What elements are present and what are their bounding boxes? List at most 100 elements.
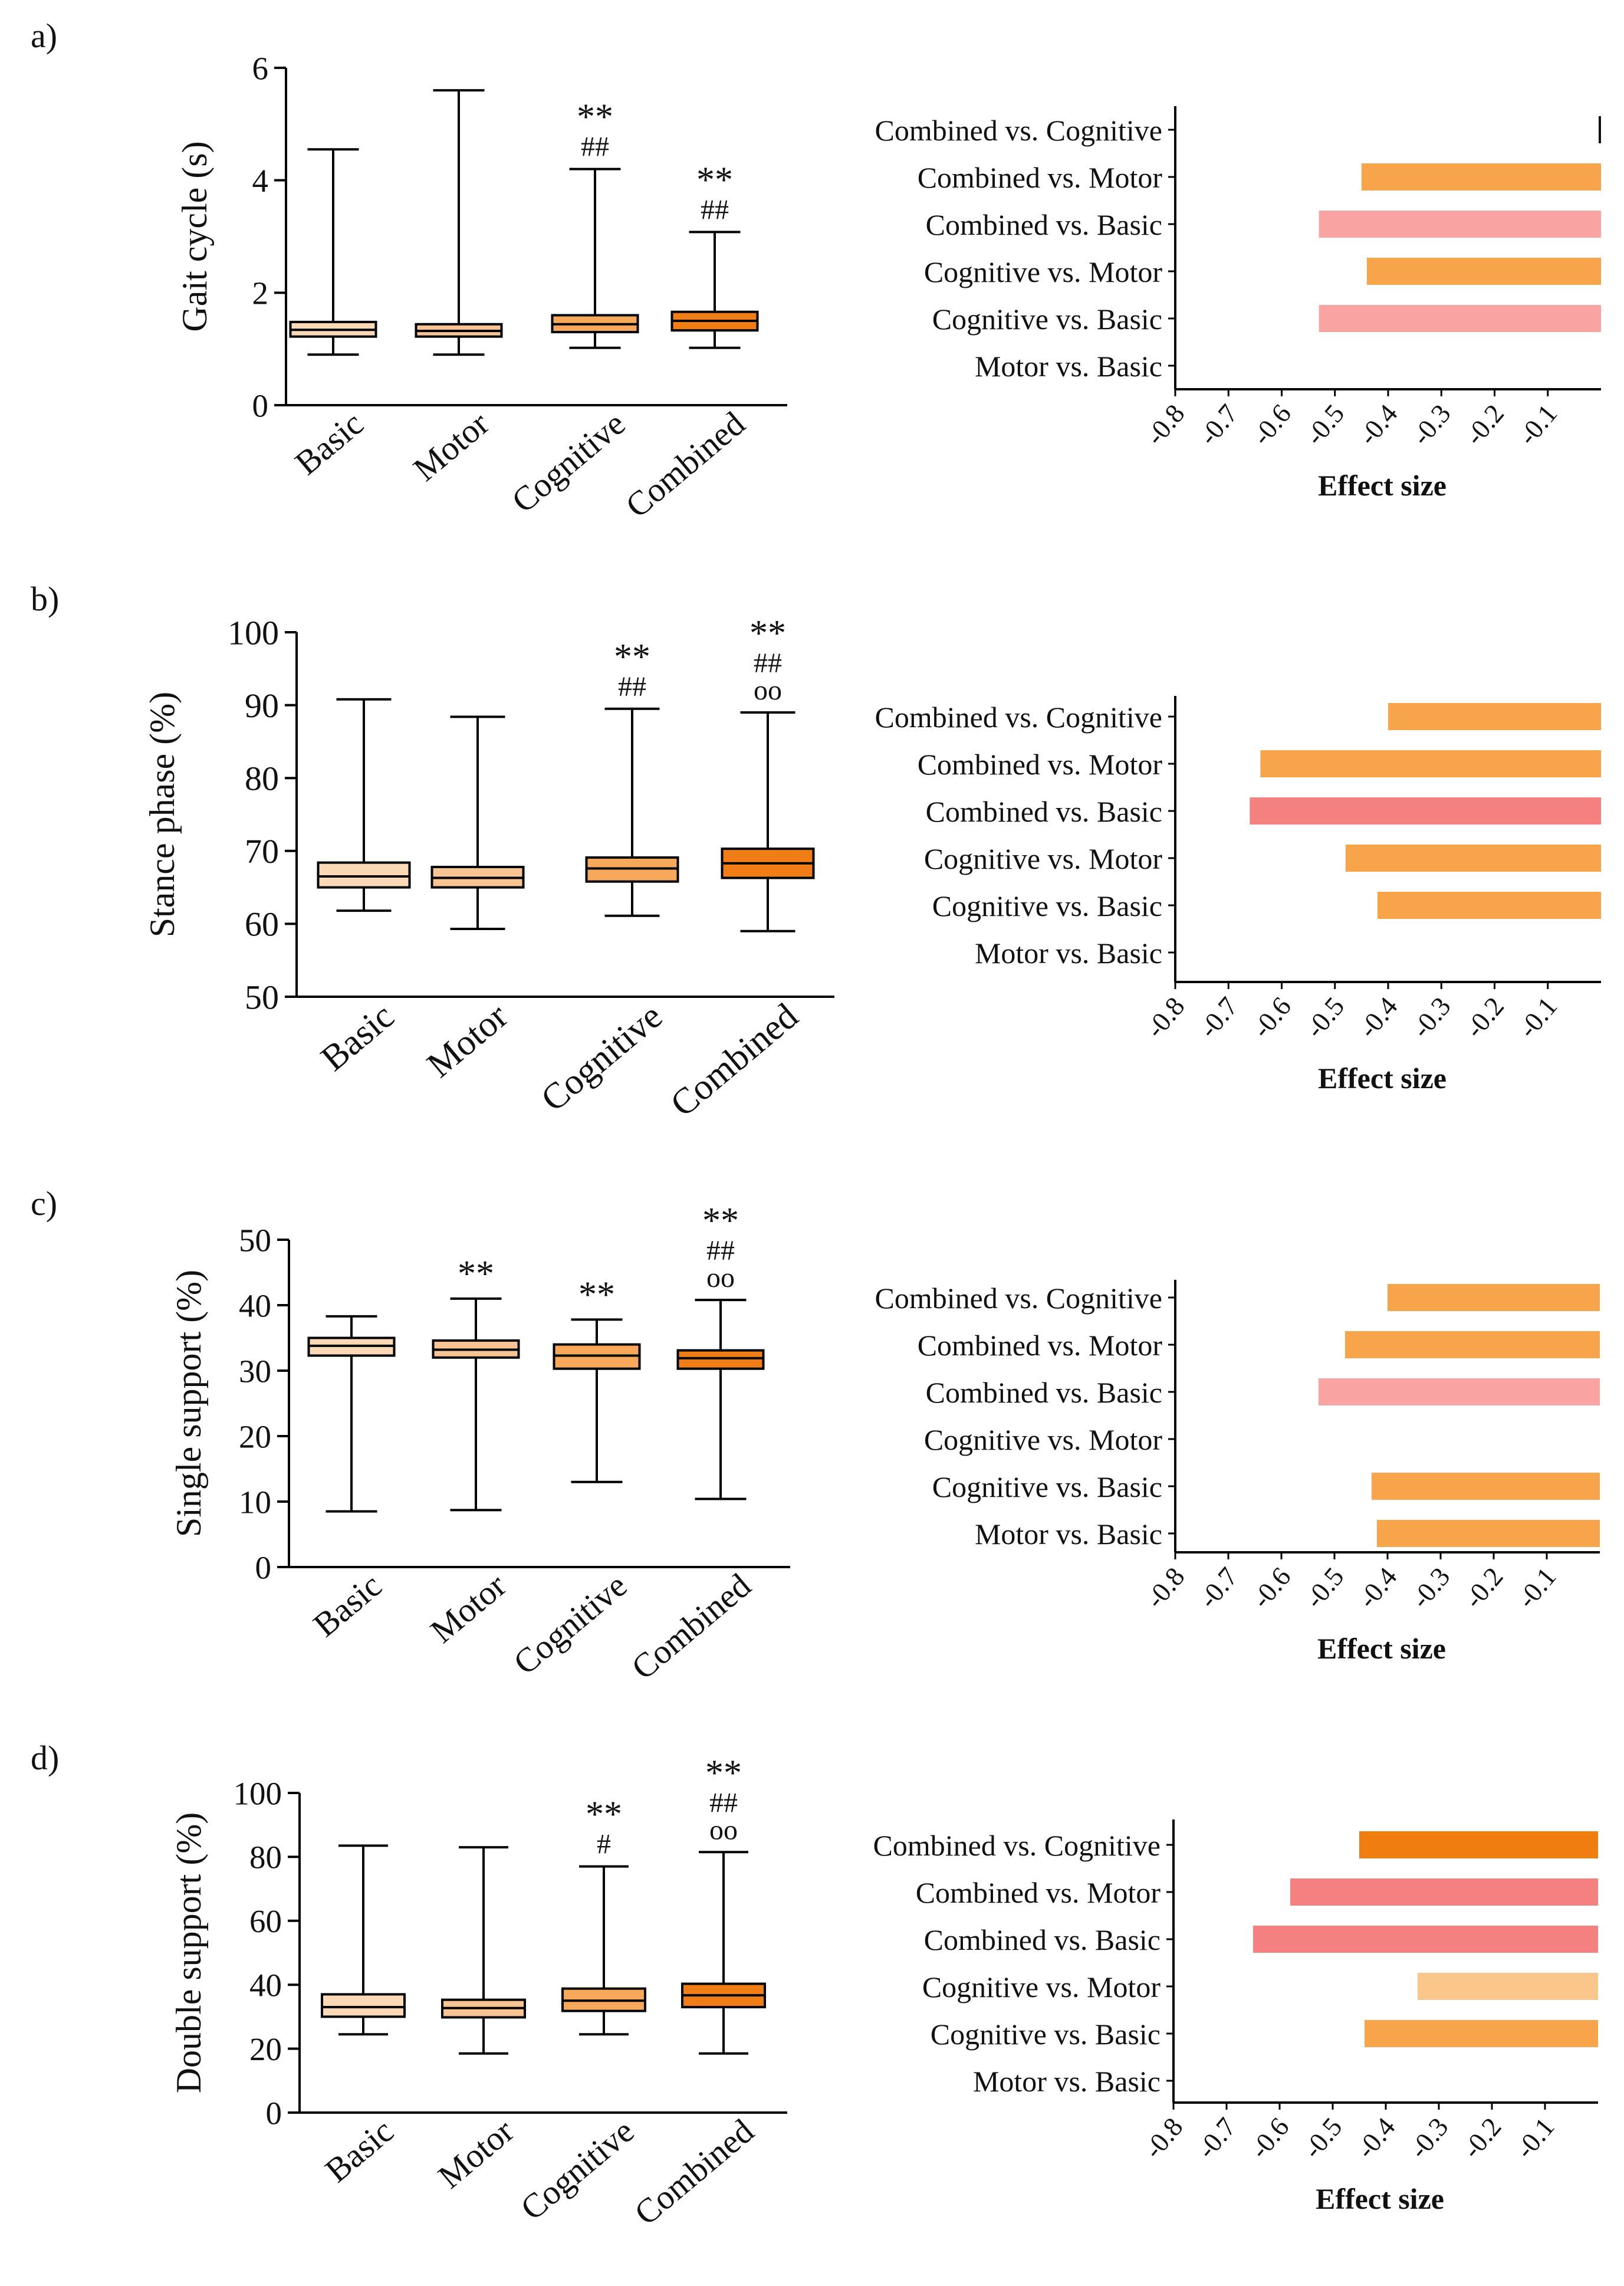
effect-x-tick-label: -0.6	[1244, 2112, 1295, 2165]
effect-x-axis-label: Effect size	[1318, 1062, 1447, 1095]
significance-marker: oo	[754, 675, 782, 706]
significance-marker: **	[614, 637, 650, 677]
x-category-label: Cognitive	[504, 404, 632, 520]
y-axis-label: Single support (%)	[169, 1270, 208, 1537]
effect-category-label: Combined vs. Motor	[918, 748, 1163, 781]
panel-label: b)	[31, 580, 59, 618]
box-motor: Motor	[420, 715, 525, 1085]
significance-marker: **	[696, 160, 733, 200]
effect-bar	[1388, 703, 1601, 730]
x-category-label: Cognitive	[506, 1566, 634, 1682]
x-category-label: Motor	[430, 2111, 521, 2196]
effect-bar	[1377, 892, 1601, 919]
y-tick-label: 2	[252, 275, 269, 311]
effect-bar	[1319, 1378, 1600, 1405]
y-axis-label: Double support (%)	[169, 1812, 208, 2094]
effect-category-label: Combined vs. Basic	[926, 208, 1162, 241]
significance-marker: ##	[618, 671, 646, 702]
x-category-label: Basic	[306, 1566, 389, 1644]
y-tick-label: 30	[239, 1353, 271, 1389]
effect-bar	[1345, 1331, 1600, 1358]
effect-x-tick-label: -0.7	[1193, 399, 1244, 451]
y-tick-label: 100	[228, 613, 279, 652]
effect-category-label: Combined vs. Cognitive	[875, 1282, 1163, 1315]
effect-x-tick-label: -0.4	[1352, 1562, 1403, 1614]
box-iqr	[317, 861, 411, 889]
y-tick-label: 0	[255, 1549, 272, 1585]
y-tick-label: 80	[249, 1840, 282, 1876]
effect-bar	[1250, 797, 1601, 825]
y-axis-label: Gait cycle (s)	[175, 141, 214, 331]
x-category-label: Combined	[663, 996, 806, 1125]
significance-marker: **	[705, 1753, 742, 1793]
effect-bar	[1290, 1878, 1598, 1906]
effect-category-label: Cognitive vs. Motor	[924, 1423, 1163, 1456]
x-category-label: Cognitive	[513, 2111, 641, 2228]
y-tick-label: 50	[239, 1222, 271, 1258]
y-tick-label: 40	[239, 1287, 271, 1323]
effect-bar	[1361, 163, 1601, 190]
effect-category-label: Motor vs. Basic	[975, 937, 1162, 970]
effect-size-chart: Combined vs. Cognitive Combined vs. Motor…	[875, 106, 1601, 502]
effect-category-label: Combined vs. Basic	[926, 795, 1162, 828]
effect-x-tick-label: -0.1	[1513, 991, 1563, 1044]
y-tick-label: 50	[245, 978, 279, 1016]
effect-bar	[1260, 750, 1601, 777]
effect-category-label: Cognitive vs. Basic	[931, 2018, 1161, 2051]
effect-bar	[1319, 211, 1601, 238]
significance-marker: **	[578, 1275, 615, 1315]
box-combined: **##oo Combined	[624, 1201, 765, 1687]
box-basic: Basic	[288, 148, 377, 482]
x-category-label: Cognitive	[534, 996, 670, 1119]
box-basic: Basic	[318, 1844, 406, 2190]
effect-x-tick-label: -0.7	[1191, 2112, 1242, 2165]
box-iqr	[321, 1993, 406, 2018]
effect-category-label: Combined vs. Basic	[924, 1923, 1161, 1956]
effect-size-chart: Combined vs. Cognitive Combined vs. Motor…	[875, 696, 1601, 1095]
box-cognitive: ** Cognitive	[506, 1275, 641, 1682]
effect-x-tick-label: -0.2	[1458, 1562, 1509, 1614]
significance-marker: oo	[706, 1262, 735, 1293]
effect-category-label: Combined vs. Cognitive	[873, 1829, 1161, 1862]
effect-x-tick-label: -0.1	[1511, 1562, 1562, 1614]
box-combined: **##oo Combined	[627, 1753, 766, 2232]
effect-x-tick-label: -0.5	[1297, 2112, 1348, 2165]
y-tick-label: 80	[245, 760, 279, 798]
effect-x-tick-label: -0.1	[1510, 2112, 1560, 2165]
y-tick-label: 90	[245, 687, 279, 725]
effect-x-tick-label: -0.8	[1140, 1562, 1191, 1614]
y-tick-label: 70	[245, 832, 279, 871]
effect-bar	[1319, 305, 1601, 332]
significance-marker: **	[749, 613, 786, 653]
effect-x-tick-label: -0.5	[1300, 399, 1350, 451]
effect-x-tick-label: -0.3	[1406, 991, 1457, 1044]
y-tick-label: 10	[239, 1484, 271, 1520]
y-tick-label: 100	[234, 1775, 282, 1811]
effect-category-label: Cognitive vs. Motor	[924, 255, 1163, 288]
effect-x-tick-label: -0.7	[1193, 991, 1244, 1044]
significance-marker: ##	[701, 194, 729, 225]
panel-label: d)	[31, 1739, 59, 1777]
effect-x-tick-label: -0.7	[1193, 1562, 1244, 1614]
effect-x-tick-label: -0.4	[1350, 2112, 1401, 2165]
effect-x-tick-label: -0.2	[1457, 2112, 1507, 2165]
significance-marker: ##	[754, 648, 782, 679]
effect-category-label: Motor vs. Basic	[973, 2065, 1161, 2098]
effect-size-chart: Combined vs. Cognitive Combined vs. Motor…	[875, 1280, 1600, 1665]
significance-marker: ##	[709, 1787, 738, 1818]
box-cognitive: **## Cognitive	[504, 97, 639, 520]
y-tick-label: 60	[245, 905, 279, 944]
y-tick-label: 4	[252, 163, 269, 199]
effect-category-label: Cognitive vs. Basic	[932, 1470, 1162, 1503]
significance-marker: **	[577, 97, 613, 137]
effect-bar	[1372, 1473, 1600, 1500]
significance-marker: ##	[581, 132, 609, 163]
effect-x-tick-label: -0.8	[1138, 2112, 1189, 2165]
y-tick-label: 20	[239, 1418, 271, 1454]
effect-x-tick-label: -0.2	[1459, 991, 1510, 1044]
